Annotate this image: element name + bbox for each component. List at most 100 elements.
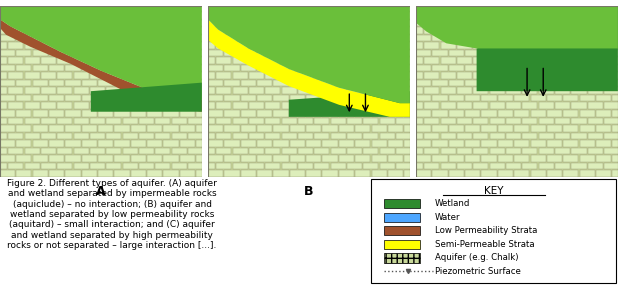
Bar (131, 155, 146, 162)
Bar (82, 5, 97, 11)
Bar (579, 65, 595, 71)
Bar (571, 133, 586, 139)
Bar (200, 27, 215, 34)
Bar (481, 35, 497, 41)
Bar (0, 65, 15, 71)
Bar (604, 57, 619, 64)
Bar (73, 117, 89, 124)
Bar (330, 12, 346, 19)
Bar (388, 170, 403, 177)
Bar (82, 95, 97, 101)
Bar (273, 155, 289, 162)
Bar (257, 80, 272, 86)
Bar (371, 170, 387, 177)
Bar (555, 42, 570, 49)
Bar (481, 50, 497, 56)
Bar (155, 117, 170, 124)
Bar (171, 57, 187, 64)
Bar (498, 50, 513, 56)
Bar (363, 72, 378, 79)
Bar (408, 87, 423, 94)
Bar (432, 155, 448, 162)
Bar (314, 12, 329, 19)
Bar (314, 72, 329, 79)
Bar (281, 87, 297, 94)
Bar (449, 35, 464, 41)
Polygon shape (289, 91, 410, 117)
Bar (41, 87, 56, 94)
Bar (0, 140, 15, 146)
Bar (98, 35, 113, 41)
Bar (16, 5, 32, 11)
Bar (147, 20, 162, 26)
Bar (131, 5, 146, 11)
Bar (388, 155, 403, 162)
Bar (281, 103, 297, 109)
Bar (522, 148, 537, 154)
Bar (363, 87, 378, 94)
Bar (33, 20, 48, 26)
Bar (155, 42, 170, 49)
Bar (171, 133, 187, 139)
Bar (216, 163, 232, 169)
Bar (0, 95, 15, 101)
Bar (188, 12, 203, 19)
Bar (131, 20, 146, 26)
Bar (330, 117, 346, 124)
Bar (41, 103, 56, 109)
Bar (216, 103, 232, 109)
Bar (396, 87, 411, 94)
Bar (571, 103, 586, 109)
Bar (24, 133, 40, 139)
Bar (131, 110, 146, 117)
Bar (82, 65, 97, 71)
Bar (298, 103, 313, 109)
Bar (481, 155, 497, 162)
Bar (465, 65, 480, 71)
Bar (171, 163, 187, 169)
Bar (547, 170, 562, 177)
Bar (473, 163, 489, 169)
Bar (163, 110, 179, 117)
Bar (114, 5, 130, 11)
Bar (522, 117, 537, 124)
Bar (65, 80, 81, 86)
Bar (180, 125, 195, 132)
Bar (196, 50, 211, 56)
Bar (424, 148, 440, 154)
Bar (82, 80, 97, 86)
Bar (563, 65, 578, 71)
Bar (106, 148, 121, 154)
Bar (388, 65, 403, 71)
Bar (114, 170, 130, 177)
Bar (347, 148, 362, 154)
Bar (388, 20, 403, 26)
Bar (188, 87, 203, 94)
Bar (208, 80, 223, 86)
Bar (114, 35, 130, 41)
Bar (139, 72, 154, 79)
Bar (73, 42, 89, 49)
Bar (330, 57, 346, 64)
Bar (563, 20, 578, 26)
Bar (41, 133, 56, 139)
Bar (547, 110, 562, 117)
Bar (339, 5, 354, 11)
Bar (41, 72, 56, 79)
Bar (587, 27, 603, 34)
Bar (155, 163, 170, 169)
Bar (489, 12, 505, 19)
Bar (330, 87, 346, 94)
Bar (547, 95, 562, 101)
Bar (330, 133, 346, 139)
Bar (384, 253, 420, 262)
Bar (90, 27, 105, 34)
Bar (16, 155, 32, 162)
Bar (506, 27, 521, 34)
Bar (347, 42, 362, 49)
Bar (0, 125, 15, 132)
Bar (432, 170, 448, 177)
Bar (440, 12, 456, 19)
Bar (347, 87, 362, 94)
Bar (498, 35, 513, 41)
